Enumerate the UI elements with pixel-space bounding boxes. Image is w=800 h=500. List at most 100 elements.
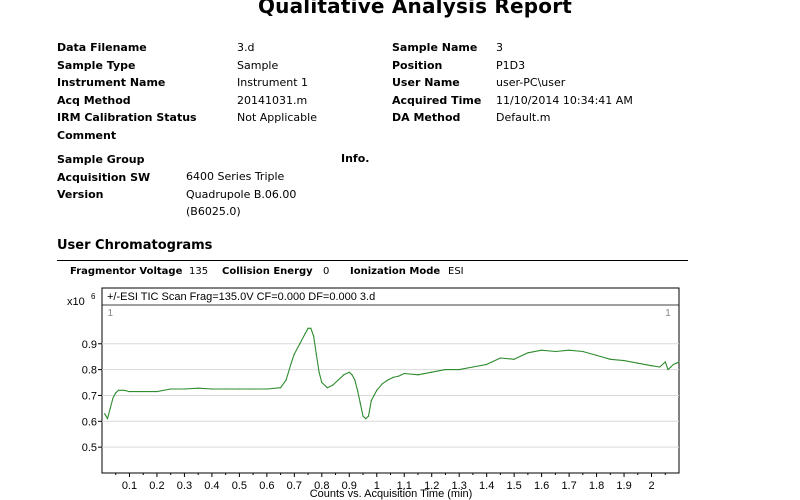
da-method-value: Default.m (496, 111, 551, 124)
x-tick-label: 0.7 (287, 480, 302, 492)
report-title: Qualitative Analysis Report (257, 0, 573, 18)
tic-series-point (337, 379, 339, 381)
acquisition-sw-values: 6400 Series Triple Quadrupole B.06.00 (B… (186, 168, 296, 221)
tic-series-point (365, 418, 367, 420)
fragmentor-voltage-label: Fragmentor Voltage (70, 266, 183, 277)
ionization-mode-label: Ionization Mode (350, 266, 441, 277)
tic-series-point (312, 335, 315, 337)
tic-series-point (664, 361, 666, 363)
acq-method-label: Acq Method (57, 93, 131, 107)
ionization-mode-value: ESI (448, 266, 464, 277)
chromatogram-chart: +/-ESI TIC Scan Frag=135.0V CF=0.000 DF=… (0, 285, 800, 500)
tic-series-point (403, 372, 405, 375)
fragmentor-voltage-value: 135 (189, 266, 209, 277)
tic-series-point (156, 390, 158, 393)
tic-series-point (332, 384, 334, 386)
tic-series-point (290, 361, 293, 363)
tic-series-point (359, 402, 361, 404)
info-label: Info. (341, 152, 370, 165)
tic-series-point (142, 390, 144, 393)
tic-series-point (183, 388, 186, 390)
tic-series-point (252, 388, 254, 390)
y-tick-label: 0.5 (82, 442, 97, 454)
tic-series-point (672, 363, 675, 366)
grid-layer (102, 343, 679, 448)
user-name-label: User Name (392, 76, 460, 89)
tic-series-point (299, 343, 301, 345)
x-tick-label: 1.2 (424, 480, 439, 492)
tic-series-point (670, 366, 672, 368)
tic-series-point (307, 327, 309, 329)
tic-series-point (117, 389, 120, 391)
tic-series-point (387, 379, 389, 381)
tic-series-point (238, 388, 240, 390)
tic-series-point (326, 387, 328, 389)
tic-series-point (370, 400, 372, 402)
x-tick-label: 1.9 (616, 480, 631, 492)
tic-series-point (104, 412, 106, 415)
tic-series-point (417, 374, 419, 376)
tic-series-point (318, 371, 320, 373)
sample-group-label: Sample Group (57, 153, 145, 166)
x-tick-label: 1.6 (534, 480, 549, 492)
tic-series-point (541, 349, 543, 351)
tic-series-point (609, 358, 611, 360)
x-tick-label: 0.5 (232, 480, 247, 492)
instrument-name-value: Instrument 1 (237, 76, 309, 89)
acquisition-sw-label: Acquisition SW (57, 170, 151, 184)
x-tick-label: 1.7 (561, 480, 576, 492)
data-filename-value: 3.d (237, 41, 255, 54)
tic-series-point (304, 332, 306, 335)
tic-series-point (106, 418, 109, 420)
sample-name-value: 3 (496, 41, 503, 54)
tic-series-point (279, 387, 282, 389)
left-field-labels: Data Filename Sample Type Instrument Nam… (57, 39, 197, 144)
tic-series-point (343, 374, 345, 376)
acquired-time-value: 11/10/2014 10:34:41 AM (496, 93, 633, 107)
x-tick-label: 1.5 (506, 480, 521, 492)
tic-series-point (362, 415, 364, 417)
tic-series-point (373, 394, 375, 397)
tic-series-point (285, 379, 287, 381)
instrument-name-label: Instrument Name (57, 76, 166, 89)
user-name-value: user-PC\user (496, 76, 566, 89)
sample-name-label: Sample Name (392, 41, 478, 54)
tic-series-point (170, 388, 172, 390)
tic-series-point (225, 388, 227, 390)
tic-series-point (431, 371, 433, 373)
x-tick-label: 0.2 (149, 480, 164, 492)
tic-series-point (197, 387, 199, 389)
tic-series-point (595, 354, 598, 356)
x-tick-label: 0.1 (122, 480, 137, 492)
tic-series-point (458, 369, 460, 371)
tic-series-point (527, 352, 529, 354)
tic-series-point (678, 361, 680, 363)
tic-series-point (381, 383, 383, 385)
sample-type-value: Sample (237, 58, 279, 72)
comment-label: Comment (57, 128, 117, 142)
x-tick-label: 1.1 (397, 480, 412, 492)
tic-series-point (266, 388, 268, 390)
position-value: P1D3 (496, 58, 526, 72)
version-label: Version (57, 188, 104, 201)
tic-series-point (356, 389, 359, 391)
da-method-label: DA Method (392, 111, 461, 124)
acquisition-sw-value-line2: Quadrupole B.06.00 (186, 187, 297, 201)
collision-energy-label: Collision Energy (222, 266, 313, 277)
x-tick-label: 1.8 (589, 480, 604, 492)
group-labels: Sample Group Acquisition SW Version (57, 151, 150, 204)
tic-series-point (123, 389, 125, 391)
tic-series-point (444, 369, 447, 371)
left-field-values: 3.d Sample Instrument 1 20141031.m Not A… (237, 39, 317, 127)
right-field-values: 3 P1D3 user-PC\user 11/10/2014 10:34:41 … (496, 39, 633, 127)
x-tick-label: 1.3 (452, 480, 467, 492)
tic-series-point (486, 363, 488, 366)
chart-outer-border (101, 287, 680, 474)
tic-series-point (109, 407, 111, 409)
x-tick-label: 0.6 (259, 480, 274, 492)
series-layer (104, 327, 680, 420)
position-label: Position (392, 58, 443, 72)
right-field-labels: Sample Name Position User Name Acquired … (392, 39, 481, 127)
tic-series-line (104, 327, 680, 420)
